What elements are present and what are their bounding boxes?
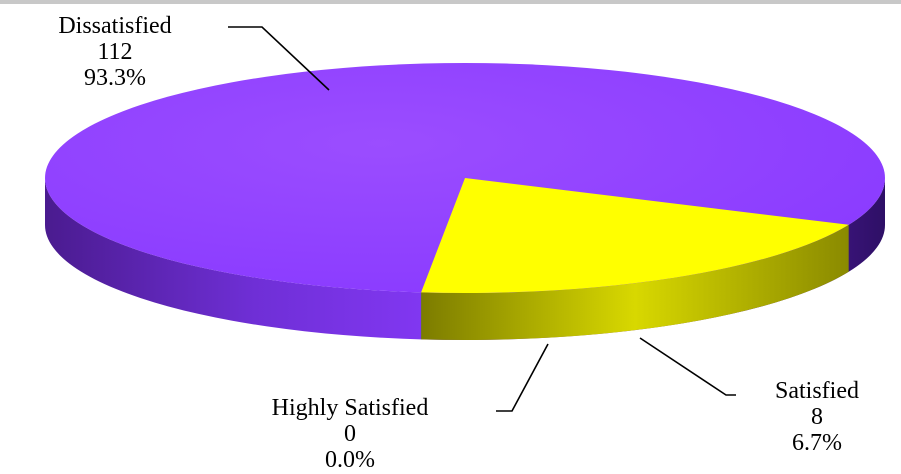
label-dissatisfied-value: 112 [97,39,132,65]
label-satisfied-name: Satisfied [775,378,859,404]
leader-line-highly-satisfied [496,343,549,412]
leader-line-satisfied [639,337,736,396]
label-dissatisfied-name: Dissatisfied [58,13,171,39]
label-highly-satisfied-name: Highly Satisfied [272,395,429,421]
top-border [0,0,901,4]
label-highly-satisfied-value: 0 [344,421,356,447]
label-highly-satisfied-percent: 0.0% [325,447,375,473]
label-dissatisfied-percent: 93.3% [84,65,146,91]
label-satisfied-percent: 6.7% [792,430,842,456]
pie-side-satisfied [421,224,849,341]
pie-slice-satisfied [421,178,849,293]
leader-line-dissatisfied [228,26,330,91]
label-satisfied-value: 8 [811,404,823,430]
